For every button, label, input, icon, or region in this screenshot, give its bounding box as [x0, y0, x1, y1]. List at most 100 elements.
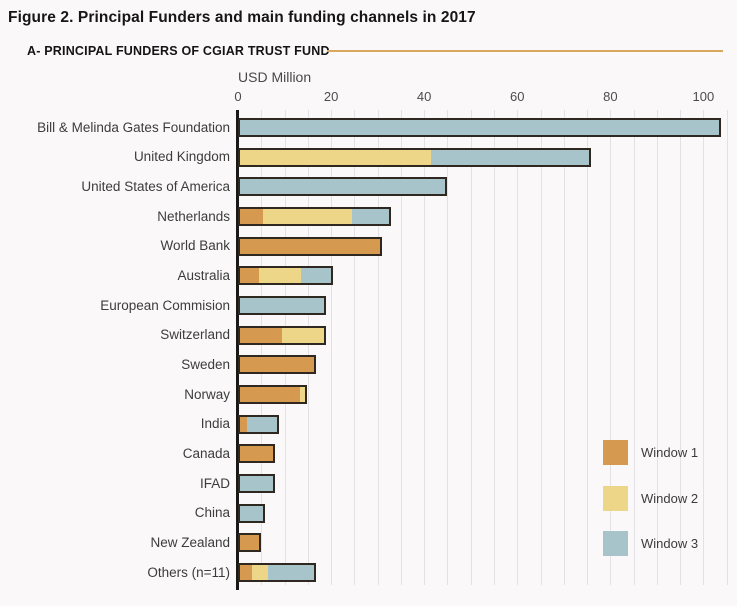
bar-segment-window-1 — [240, 565, 252, 581]
stacked-bar — [238, 147, 591, 167]
stacked-bar — [238, 563, 316, 583]
stacked-bar — [238, 207, 391, 226]
bar-segment-window-2 — [300, 387, 305, 403]
category-label: Bill & Melinda Gates Foundation — [37, 119, 230, 135]
legend-label: Window 1 — [641, 445, 699, 460]
bar-segment-window-3 — [240, 505, 263, 521]
category-label: United Kingdom — [133, 149, 230, 165]
panel-a-subtitle: A- PRINCIPAL FUNDERS OF CGIAR TRUST FUND — [27, 44, 330, 58]
bar-segment-window-1 — [240, 268, 259, 284]
stacked-bar — [238, 385, 307, 405]
gridline — [703, 110, 704, 585]
legend-swatch-window-2 — [603, 485, 628, 511]
page-margin-strip — [737, 0, 748, 606]
stacked-bar — [238, 503, 265, 523]
category-label: United States of America — [81, 178, 230, 194]
gridline — [285, 110, 286, 585]
bar-segment-window-3 — [430, 149, 589, 165]
bar-segment-window-1 — [240, 327, 282, 343]
gridline — [447, 110, 448, 585]
subtitle-rule — [327, 50, 723, 52]
gridline — [657, 110, 658, 585]
figure-title: Figure 2. Principal Funders and main fun… — [8, 9, 476, 26]
bar-segment-window-1 — [240, 357, 314, 373]
category-label: Norway — [184, 386, 230, 402]
bar-segment-window-1 — [240, 446, 273, 462]
gridline — [680, 110, 681, 585]
legend-item: Window 1 — [603, 440, 698, 465]
bar-segment-window-3 — [240, 120, 719, 135]
legend-swatch-window-3 — [603, 531, 628, 556]
gridline — [634, 110, 635, 585]
bar-segment-window-3 — [300, 268, 331, 284]
bar-segment-window-3 — [267, 565, 314, 581]
stacked-bar — [238, 355, 316, 375]
x-tick-label: 40 — [416, 89, 432, 104]
stacked-bar — [238, 444, 275, 464]
stacked-bar — [238, 325, 326, 345]
gridline — [261, 110, 262, 585]
bar-segment-window-2 — [282, 327, 324, 343]
stacked-bar — [238, 296, 326, 316]
category-label: Sweden — [181, 356, 230, 372]
bar-segment-window-2 — [258, 268, 301, 284]
y-axis-line — [236, 110, 239, 590]
bar-segment-window-1 — [240, 416, 247, 432]
category-label: Switzerland — [160, 327, 230, 343]
stacked-bar — [238, 266, 333, 286]
category-label: Australia — [177, 267, 230, 283]
bar-segment-window-3 — [240, 179, 445, 195]
x-axis-title: USD Million — [238, 69, 312, 85]
bar-segment-window-2 — [251, 565, 268, 581]
gridline — [401, 110, 402, 585]
bar-segment-window-1 — [240, 238, 380, 254]
category-label: China — [194, 505, 230, 521]
x-tick-label: 80 — [603, 89, 618, 104]
gridline — [541, 110, 542, 585]
gridline — [587, 110, 588, 585]
stacked-bar — [238, 474, 275, 494]
x-tick-label: 100 — [692, 89, 715, 104]
legend-item: Window 3 — [603, 531, 698, 556]
bar-segment-window-3 — [240, 298, 324, 314]
gridline — [331, 110, 332, 585]
legend-item: Window 2 — [603, 485, 699, 511]
legend-swatch-window-1 — [603, 440, 628, 465]
category-label: World Bank — [160, 238, 230, 254]
category-label: India — [200, 416, 230, 432]
gridline — [354, 110, 355, 585]
bar-segment-window-2 — [240, 149, 431, 165]
stacked-bar — [238, 177, 447, 197]
gridline — [494, 110, 495, 585]
gridline — [378, 110, 379, 585]
x-tick-label: 60 — [510, 89, 525, 104]
category-label: European Commision — [100, 297, 230, 313]
bar-segment-window-3 — [351, 209, 389, 224]
x-tick-label: 0 — [234, 89, 242, 104]
gridline — [610, 110, 611, 585]
gridline — [424, 110, 425, 585]
gridline — [564, 110, 565, 585]
category-label: New Zealand — [150, 534, 230, 550]
gridline — [517, 110, 518, 585]
bar-segment-window-1 — [240, 209, 264, 224]
category-label: Others (n=11) — [147, 564, 230, 580]
stacked-bar — [238, 236, 382, 256]
x-tick-label: 20 — [323, 89, 339, 104]
bar-segment-window-3 — [246, 416, 277, 432]
gridline — [727, 110, 728, 585]
stacked-bar-plot — [236, 110, 736, 590]
category-label: Canada — [182, 445, 230, 461]
category-label: IFAD — [199, 475, 230, 491]
legend-label: Window 2 — [641, 490, 699, 506]
legend-label: Window 3 — [641, 536, 699, 551]
bar-segment-window-1 — [240, 535, 259, 551]
bar-segment-window-1 — [240, 387, 301, 403]
bar-segment-window-3 — [240, 476, 273, 492]
stacked-bar — [238, 118, 721, 137]
stacked-bar — [238, 414, 279, 434]
category-label: Netherlands — [157, 208, 230, 224]
gridline — [471, 110, 472, 585]
bar-segment-window-2 — [263, 209, 352, 224]
